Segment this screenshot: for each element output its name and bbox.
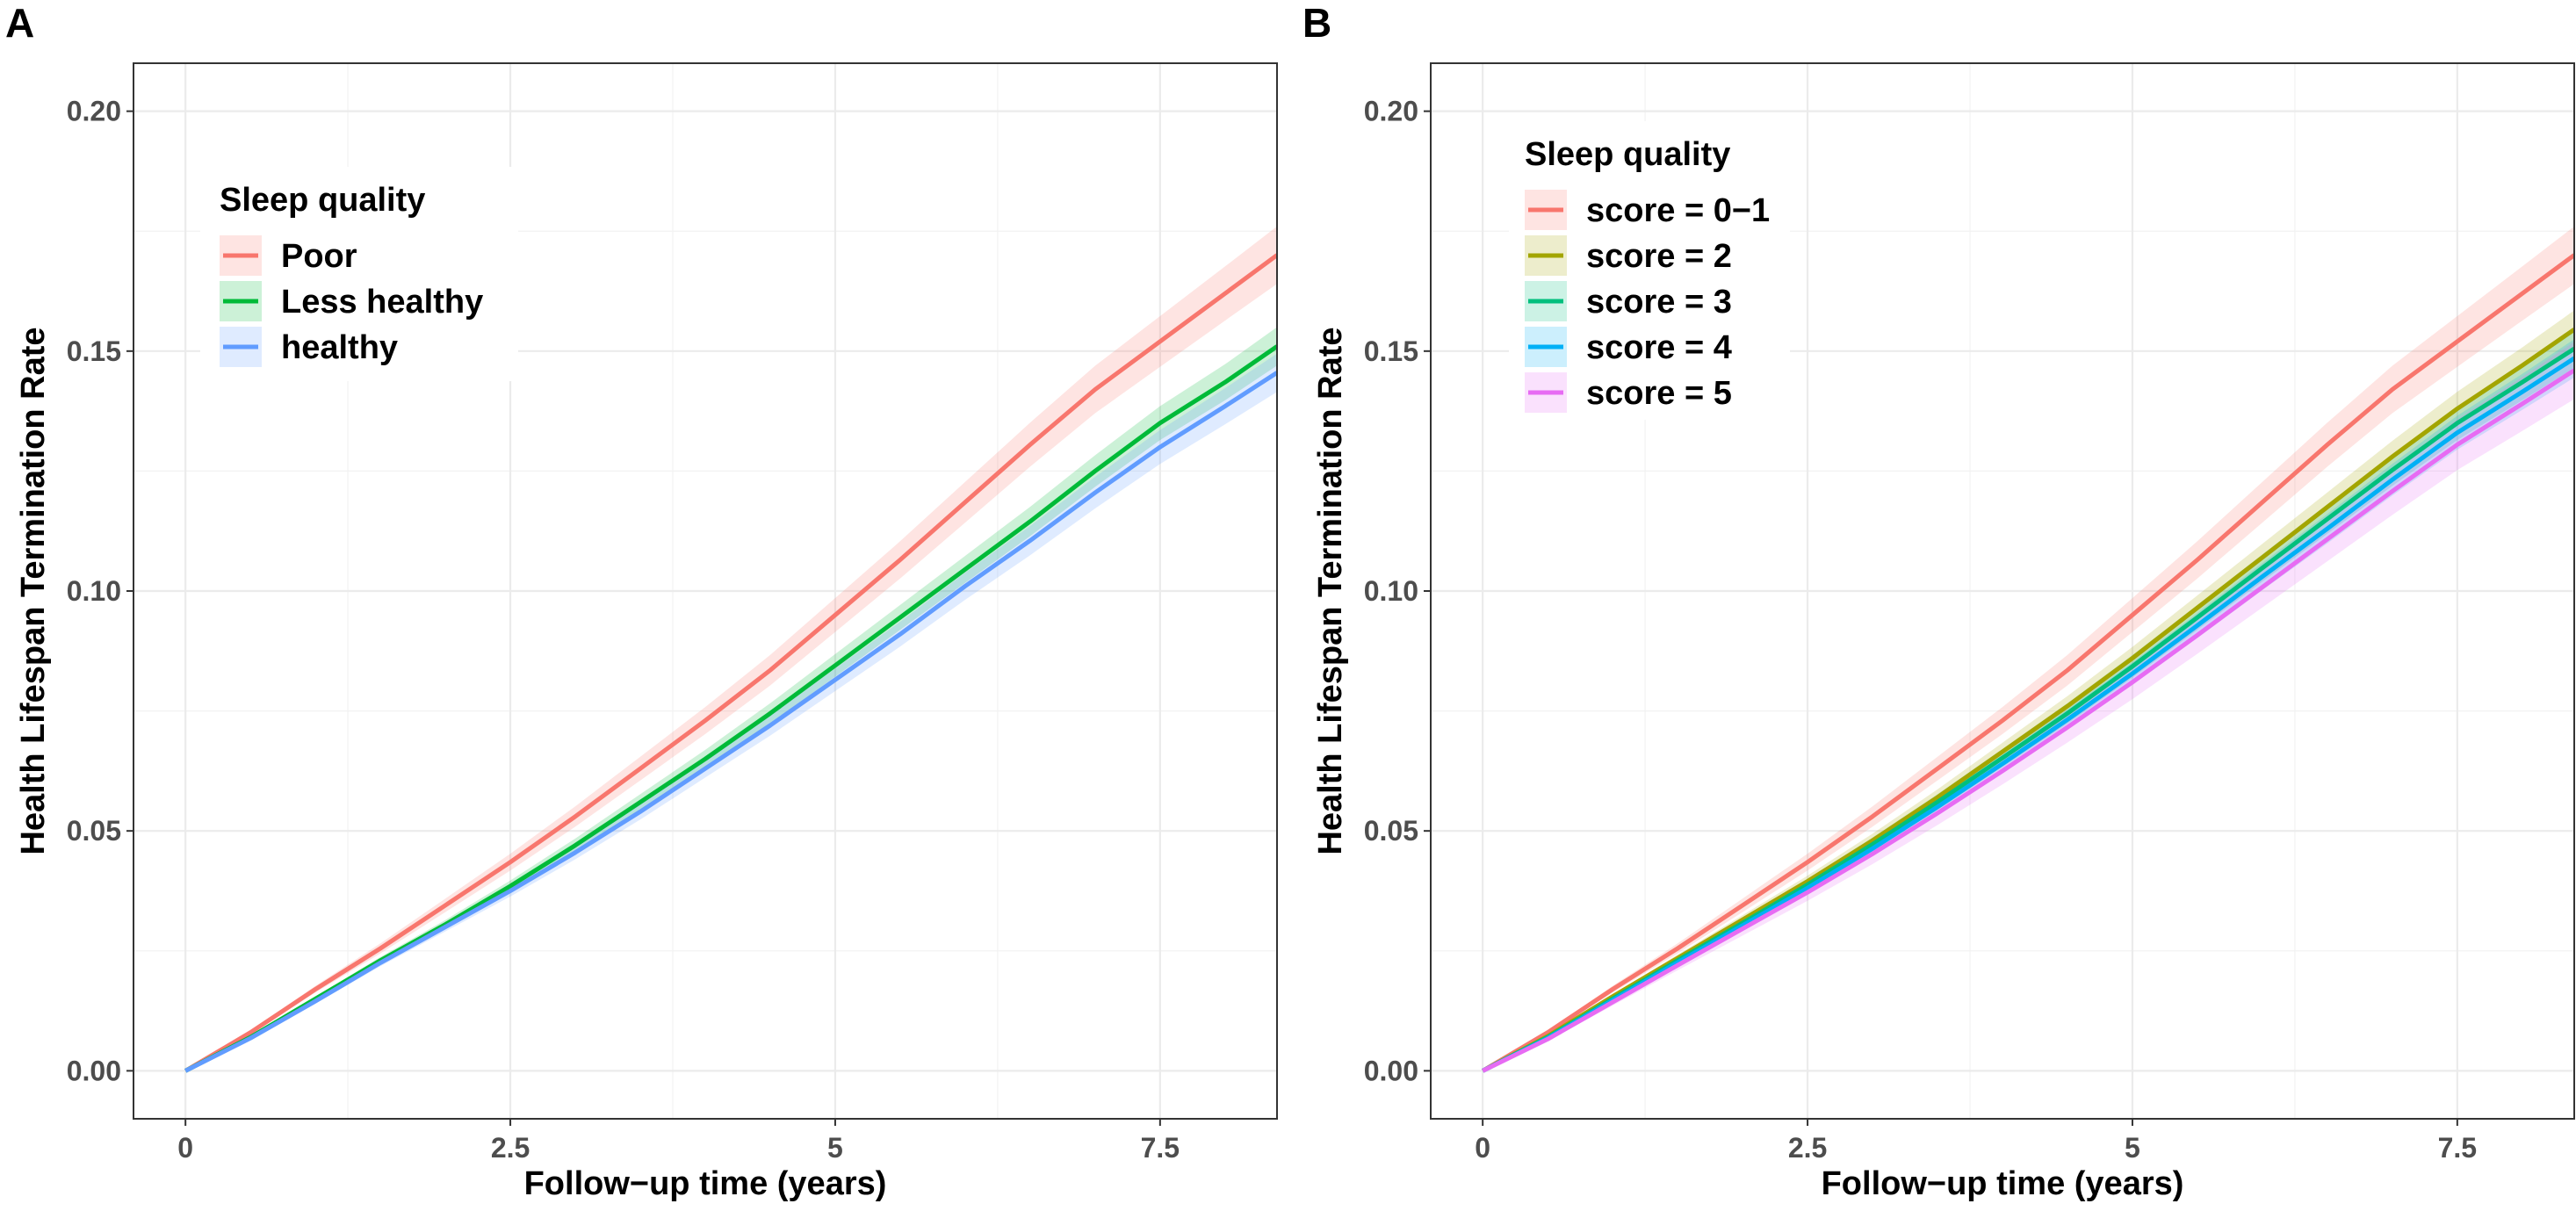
panel-a: A 0 2.5 5 7.5 0.00 0.05 0.10 0.15 0.20 Follow−up… (5, 0, 1278, 1202)
y-tick-label: 0.00 (1364, 1055, 1418, 1086)
legend-item: score = 0−1 (1525, 190, 1770, 230)
legend-title-b: Sleep quality (1525, 136, 1730, 173)
legend-item: score = 2 (1525, 235, 1732, 276)
legend-label: score = 4 (1586, 329, 1732, 366)
y-tick-label: 0.00 (67, 1055, 121, 1086)
series-line (184, 253, 1277, 1073)
legend-label: score = 2 (1586, 238, 1732, 275)
clipped-series (184, 226, 1277, 1073)
series-line (1481, 253, 2574, 1073)
series-line (1482, 356, 2574, 1073)
legend-items-b: score = 0−1 score = 2 score = 3 score = 4 sc… (1525, 190, 1770, 413)
confidence-band (1483, 226, 2574, 1071)
x-axis-title-a: Follow−up time (years) (524, 1165, 887, 1202)
legend-label: Less healthy (281, 284, 483, 321)
x-tick-label: 2.5 (491, 1132, 530, 1164)
grid-b (1431, 63, 2574, 1119)
clipped-series (1481, 226, 2574, 1073)
y-tick-label: 0.20 (1364, 96, 1418, 127)
y-axis-title-a: Health Lifespan Termination Rate (15, 327, 52, 854)
legend-label: score = 3 (1586, 284, 1732, 321)
y-tick-label: 0.15 (67, 335, 121, 367)
ticks-a: 0 2.5 5 7.5 0.00 0.05 0.10 0.15 0.20 (67, 96, 1180, 1164)
y-tick-label: 0.05 (1364, 815, 1418, 847)
legend-label: score = 0−1 (1586, 192, 1770, 229)
x-axis-title-b: Follow−up time (years) (1822, 1165, 2184, 1202)
confidence-band (185, 226, 1277, 1071)
x-tick-label: 5 (827, 1132, 843, 1164)
panel-label-b: B (1302, 0, 1331, 46)
panel-label-a: A (5, 0, 34, 46)
legend-item: Poor (220, 235, 357, 276)
x-tick-label: 2.5 (1788, 1132, 1827, 1164)
legend-label: score = 5 (1586, 375, 1732, 412)
x-tick-label: 0 (1475, 1132, 1490, 1164)
series-line (184, 371, 1277, 1073)
ticks-b: 0 2.5 5 7.5 0.00 0.05 0.10 0.15 0.20 (1364, 96, 2477, 1164)
legend-item: score = 3 (1525, 281, 1732, 321)
legend-label: healthy (281, 329, 398, 366)
confidence-band (185, 353, 1277, 1071)
y-tick-label: 0.20 (67, 96, 121, 127)
x-tick-label: 5 (2125, 1132, 2140, 1164)
y-tick-label: 0.15 (1364, 335, 1418, 367)
x-tick-label: 0 (177, 1132, 193, 1164)
x-tick-label: 7.5 (2438, 1132, 2477, 1164)
legend-items-a: Poor Less healthy healthy (220, 235, 483, 367)
series-line (1482, 368, 2574, 1073)
legend-item: score = 5 (1525, 372, 1732, 413)
series-layer-a (184, 226, 1277, 1073)
series-layer-b (1481, 226, 2574, 1073)
legend-item: Less healthy (220, 281, 483, 321)
y-tick-label: 0.05 (67, 815, 121, 847)
y-tick-label: 0.10 (67, 575, 121, 607)
confidence-band (185, 327, 1277, 1071)
legend-item: score = 4 (1525, 327, 1732, 367)
y-axis-title-b: Health Lifespan Termination Rate (1312, 327, 1349, 854)
legend-background-b (1509, 121, 1790, 420)
legend-a: Sleep quality Poor Less healthy healthy (200, 167, 518, 381)
legend-label: Poor (281, 238, 357, 275)
legend-item: healthy (220, 327, 398, 367)
x-tick-label: 7.5 (1141, 1132, 1180, 1164)
panel-b: B 0 2.5 5 7.5 0.00 0.05 0.10 0.15 0.20 Follow−up… (1302, 0, 2575, 1202)
legend-title-a: Sleep quality (220, 182, 425, 219)
y-tick-label: 0.10 (1364, 575, 1418, 607)
confidence-band (1483, 339, 2574, 1071)
confidence-band (1483, 341, 2574, 1071)
